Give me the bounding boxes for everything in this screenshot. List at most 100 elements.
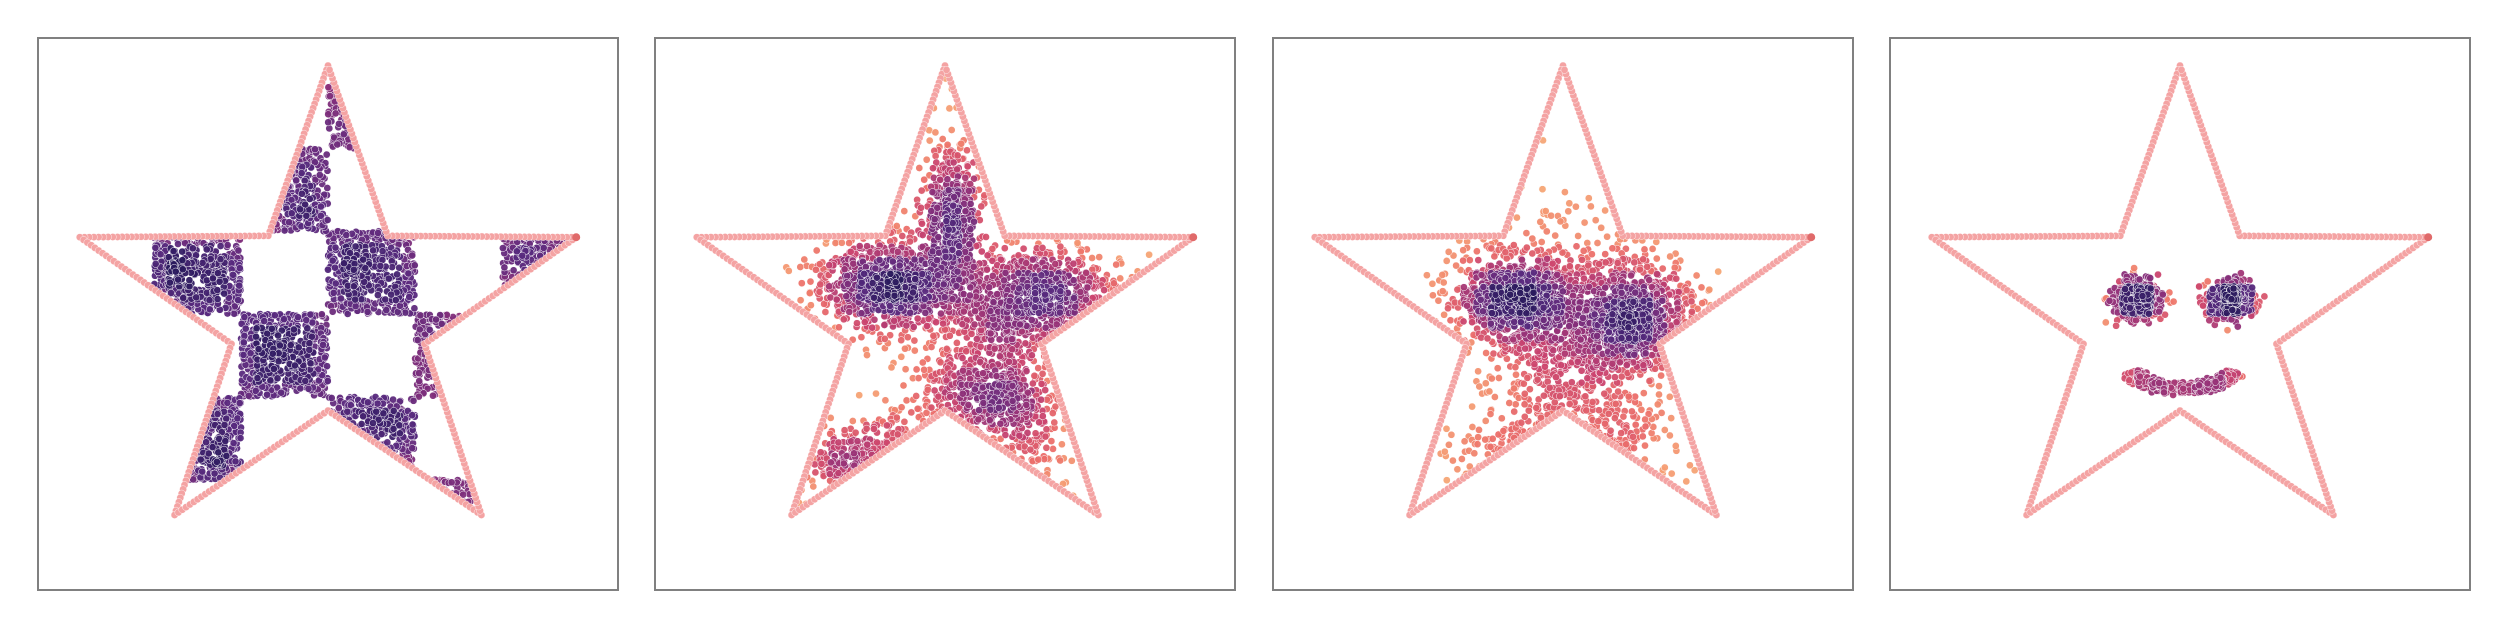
scatter-point — [872, 389, 880, 398]
scatter-point — [976, 342, 985, 351]
scatter-point — [912, 392, 921, 400]
scatter-point — [870, 315, 879, 324]
scatter-point — [351, 302, 360, 311]
scatter-point — [384, 274, 393, 283]
scatter-point — [1022, 259, 1031, 267]
scatter-point — [959, 290, 968, 298]
scatter-point — [320, 353, 329, 362]
scatter-point — [389, 407, 398, 415]
scatter-point — [1088, 254, 1096, 262]
scatter-point — [305, 345, 314, 354]
scatter-point — [174, 275, 182, 284]
scatter-point — [1067, 456, 1076, 465]
scatter-point — [925, 136, 934, 145]
scatter-point — [1110, 279, 1118, 288]
scatter-point — [1051, 260, 1060, 268]
scatter-point — [1001, 269, 1010, 277]
scatter-point — [156, 250, 165, 259]
scatter-point — [977, 202, 986, 211]
axes-frame — [37, 37, 619, 591]
scatter-point — [415, 369, 423, 377]
scatter-point — [821, 308, 830, 316]
scatter-point — [300, 176, 309, 185]
scatter-point — [1082, 269, 1091, 277]
scatter-point — [815, 288, 824, 296]
scatter-point — [294, 343, 303, 352]
scatter-point — [1050, 418, 1059, 427]
scatter-point — [900, 207, 909, 215]
scatter-point — [499, 244, 507, 252]
scatter-point — [957, 139, 966, 148]
scatter-point — [907, 408, 916, 417]
scatter-point — [1028, 255, 1037, 264]
scatter-point — [918, 231, 927, 239]
scatter-point — [812, 265, 820, 274]
scatter-point — [931, 128, 940, 137]
scatter-point — [942, 345, 951, 353]
scatter-point — [174, 240, 182, 248]
scatter-point — [331, 243, 340, 252]
scatter-point — [971, 385, 979, 394]
scatter-point — [374, 291, 382, 299]
scatter-point — [1047, 437, 1056, 445]
scatter-point — [827, 458, 835, 467]
scatter-point — [387, 290, 396, 299]
scatter-point — [974, 415, 983, 424]
scatter-point — [816, 280, 825, 289]
scatter-point — [317, 202, 325, 211]
scatter-point — [812, 246, 821, 255]
scatter-point — [301, 377, 310, 385]
scatter-point — [214, 448, 223, 457]
scatter-point — [910, 336, 919, 345]
scatter-point — [267, 324, 276, 333]
scatter-point — [842, 292, 851, 301]
scatter-point — [929, 164, 937, 173]
scatter-point — [509, 266, 518, 275]
scatter-point — [206, 255, 215, 263]
scatter-point — [315, 171, 324, 179]
scatter-point — [963, 162, 972, 171]
scatter-point — [432, 315, 440, 324]
scatter-point — [1056, 242, 1065, 251]
scatter-point — [863, 440, 872, 449]
scatter-point — [1049, 445, 1057, 453]
scatter-point — [274, 331, 282, 340]
scatter-point — [1001, 431, 1010, 439]
scatter-point — [906, 237, 914, 246]
scatter-point — [976, 358, 984, 366]
scatter-point — [923, 322, 931, 330]
scatter-point — [985, 283, 994, 292]
scatter-point — [848, 417, 857, 425]
scatter-point — [343, 407, 352, 416]
scatter-point — [252, 324, 261, 333]
scatter-point — [1056, 456, 1065, 465]
scatter-point — [389, 395, 397, 404]
scatter-point — [868, 323, 877, 332]
scatter-point — [850, 449, 858, 458]
scatter-point — [948, 295, 957, 303]
scatter-point — [253, 374, 262, 382]
scatter-point — [447, 478, 456, 487]
scatter-point — [349, 282, 358, 291]
scatter-point — [918, 358, 927, 367]
scatter-points — [150, 65, 576, 513]
scatter-panel-2 — [654, 37, 1236, 591]
scatter-point — [1038, 412, 1047, 420]
scatter-point — [305, 339, 314, 348]
scatter-point — [913, 314, 922, 323]
scatter-point — [369, 246, 377, 255]
scatter-point — [881, 396, 890, 405]
scatter-point — [178, 265, 187, 274]
scatter-point — [966, 291, 974, 300]
scatter-point — [389, 425, 398, 433]
scatter-point — [851, 428, 860, 437]
scatter-point — [1038, 369, 1047, 378]
scatter-point — [349, 265, 358, 274]
scatter-point — [1038, 244, 1047, 252]
scatter-point — [970, 320, 979, 329]
scatter-point — [251, 387, 260, 395]
scatter-point — [835, 323, 843, 332]
scatter-point — [914, 374, 923, 382]
scatter-point — [276, 341, 284, 350]
scatter-point — [897, 336, 906, 345]
